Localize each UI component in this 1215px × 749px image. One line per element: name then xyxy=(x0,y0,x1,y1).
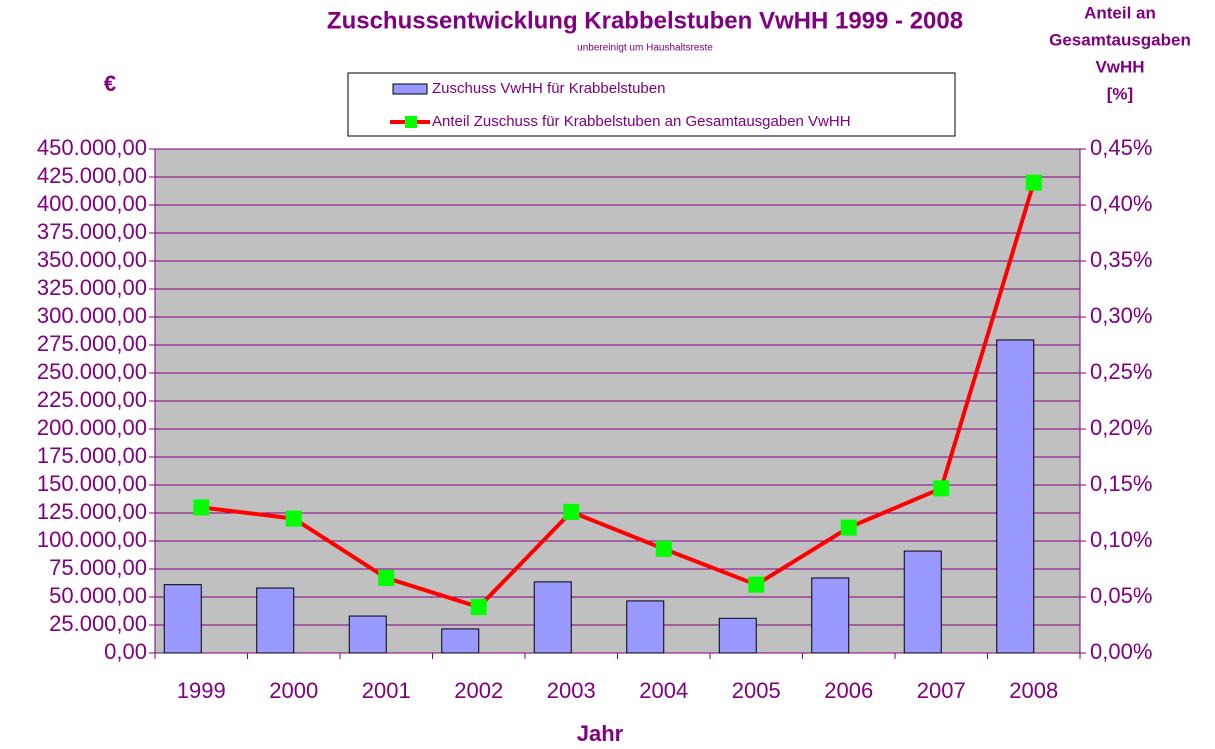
x-tick-label: 2003 xyxy=(547,678,596,703)
line-marker xyxy=(1025,174,1042,191)
bar xyxy=(348,615,387,654)
legend-label: Zuschuss VwHH für Krabbelstuben xyxy=(432,80,665,97)
line-marker xyxy=(748,576,765,593)
bar xyxy=(533,581,572,654)
x-tick-label: 2006 xyxy=(824,678,873,703)
chart-subtitle: unbereinigt um Haushaltsreste xyxy=(577,43,713,54)
x-tick-label: 2000 xyxy=(269,678,318,703)
y2-tick-label: 0,00% xyxy=(1090,639,1152,664)
y-tick-label: 175.000,00 xyxy=(37,443,147,468)
y2-tick-label: 0,10% xyxy=(1090,527,1152,552)
bar xyxy=(256,587,295,654)
y2-tick-label: 0,15% xyxy=(1090,471,1152,496)
bar xyxy=(811,577,850,654)
x-tick-label: 2005 xyxy=(732,678,781,703)
y-tick-label: 375.000,00 xyxy=(37,219,147,244)
x-axis-label: Jahr xyxy=(577,721,624,746)
x-tick-label: 2004 xyxy=(639,678,688,703)
y2-tick-label: 0,05% xyxy=(1090,583,1152,608)
bar xyxy=(163,584,202,654)
y2-axis-label: Anteil an xyxy=(1084,3,1156,22)
y-tick-label: 425.000,00 xyxy=(37,163,147,188)
y2-axis-label: Gesamtausgaben xyxy=(1049,30,1191,49)
y2-tick-label: 0,40% xyxy=(1090,191,1152,216)
line-marker xyxy=(563,503,580,520)
y-tick-label: 400.000,00 xyxy=(37,191,147,216)
y-tick-label: 325.000,00 xyxy=(37,275,147,300)
bar xyxy=(626,600,665,654)
x-tick-label: 2007 xyxy=(917,678,966,703)
x-tick-label: 2002 xyxy=(454,678,503,703)
y2-tick-label: 0,30% xyxy=(1090,303,1152,328)
y2-tick-label: 0,25% xyxy=(1090,359,1152,384)
y-tick-label: 150.000,00 xyxy=(37,471,147,496)
y2-tick-label: 0,45% xyxy=(1090,135,1152,160)
y-tick-label: 350.000,00 xyxy=(37,247,147,272)
y2-tick-label: 0,20% xyxy=(1090,415,1152,440)
legend-swatch xyxy=(405,116,417,128)
y-tick-label: 75.000,00 xyxy=(49,555,147,580)
y-tick-label: 50.000,00 xyxy=(49,583,147,608)
line-marker xyxy=(470,599,487,616)
y-tick-label: 0,00 xyxy=(104,639,147,664)
bar xyxy=(718,617,757,654)
legend-swatch xyxy=(392,83,428,95)
legend-label: Anteil Zuschuss für Krabbelstuben an Ges… xyxy=(432,113,851,130)
line-marker xyxy=(655,540,672,557)
y-tick-label: 100.000,00 xyxy=(37,527,147,552)
y-tick-label: 125.000,00 xyxy=(37,499,147,524)
line-marker xyxy=(285,510,302,527)
y-axis-label: € xyxy=(104,71,116,96)
bar xyxy=(996,339,1035,654)
y-tick-label: 450.000,00 xyxy=(37,135,147,160)
x-tick-label: 2008 xyxy=(1009,678,1058,703)
bar xyxy=(903,550,942,654)
line xyxy=(201,182,1036,610)
y-tick-label: 25.000,00 xyxy=(49,611,147,636)
y2-axis-label: VwHH xyxy=(1095,57,1144,76)
line-marker xyxy=(193,499,210,516)
line-marker xyxy=(840,519,857,536)
chart-title: Zuschussentwicklung Krabbelstuben VwHH 1… xyxy=(327,7,963,34)
y-tick-label: 250.000,00 xyxy=(37,359,147,384)
bar xyxy=(441,628,480,654)
y-tick-label: 300.000,00 xyxy=(37,303,147,328)
line-marker xyxy=(933,480,950,497)
legend-box xyxy=(347,72,956,137)
y-tick-label: 200.000,00 xyxy=(37,415,147,440)
x-tick-label: 2001 xyxy=(362,678,411,703)
y-tick-label: 275.000,00 xyxy=(37,331,147,356)
y-tick-label: 225.000,00 xyxy=(37,387,147,412)
x-tick-label: 1999 xyxy=(177,678,226,703)
line-marker xyxy=(378,569,395,586)
y2-tick-label: 0,35% xyxy=(1090,247,1152,272)
y2-axis-label: [%] xyxy=(1107,84,1133,103)
